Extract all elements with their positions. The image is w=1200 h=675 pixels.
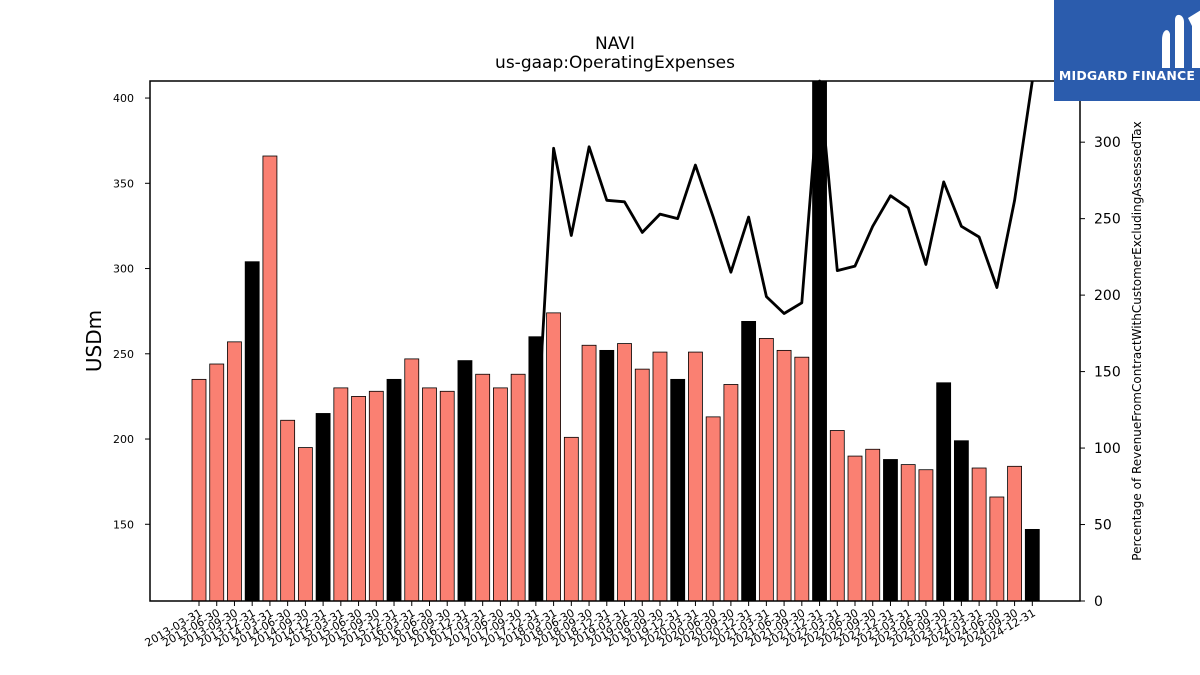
y-tick-label: 350 [113, 177, 134, 190]
y2-tick-label: 250 [1094, 212, 1121, 228]
bar-2016-06-30 [422, 387, 437, 602]
bar-2019-03-31 [617, 343, 632, 602]
bar-2015-03-31 [333, 387, 349, 602]
bar-2024-09-30 [1007, 465, 1022, 602]
bar-2017-06-30 [493, 387, 508, 602]
bar-2023-03-31 [900, 464, 916, 602]
bar-2021-09-30 [794, 356, 810, 602]
y-axis-right-ticks: 0 50 100 150 200 250 300 [1080, 135, 1121, 610]
bar-2013-06-30 [209, 363, 225, 602]
y2-tick-label: 300 [1094, 135, 1121, 151]
y2-tick-label: 50 [1094, 518, 1112, 534]
bar-2021-06-30 [776, 349, 792, 602]
y-tick-label: 200 [113, 433, 134, 446]
bar-2021-03-31 [758, 338, 774, 602]
bar-2015-06-30 [351, 396, 366, 602]
bar-2019-06-30 [634, 368, 650, 602]
y-axis-label: USDm [82, 310, 106, 372]
bar-series [191, 80, 1040, 602]
bar-2014-12-31 [315, 413, 331, 602]
bar-2017-03-31 [475, 373, 491, 602]
bar-2016-12-31 [457, 360, 473, 602]
bar-2018-12-31 [599, 349, 615, 602]
bar-2019-12-31 [670, 378, 686, 602]
bar-2018-06-30 [563, 436, 579, 602]
bar-2014-09-30 [297, 447, 313, 602]
plot-frame [149, 80, 1081, 602]
brand-name: MIDGARD FINANCE [1058, 68, 1196, 83]
y-axis-left-ticks: 150 200 250 300 350 400 [113, 92, 150, 531]
bar-2020-12-31 [741, 320, 757, 602]
y2-axis-label: Percentage of RevenueFromContractWithCus… [1130, 121, 1144, 560]
bar-2022-09-30 [865, 448, 881, 602]
y2-tick-label: 0 [1094, 594, 1103, 610]
x-axis-ticks: 2013-03-312013-06-302013-09-302013-12-31… [143, 601, 1038, 650]
brand-logo: MIDGARD FINANCE [1054, 0, 1200, 101]
bar-2020-03-31 [688, 351, 703, 602]
bar-2023-09-30 [936, 382, 952, 602]
bar-2023-12-31 [953, 440, 969, 602]
y-tick-label: 250 [113, 348, 134, 361]
bar-2024-03-31 [971, 467, 987, 602]
bar-2016-03-31 [404, 358, 420, 602]
bar-2020-06-30 [705, 416, 721, 602]
bar-2018-03-31 [546, 312, 561, 602]
bar-2019-09-30 [652, 351, 668, 602]
y2-tick-label: 200 [1094, 288, 1121, 304]
bar-2023-06-30 [918, 469, 934, 602]
line-series [534, 79, 1034, 453]
bar-2014-03-31 [262, 155, 278, 602]
logo-mark-icon [1162, 10, 1200, 69]
bar-2013-09-30 [227, 341, 242, 602]
bar-2022-06-30 [847, 455, 863, 602]
bar-2018-09-30 [581, 344, 597, 602]
bar-2020-09-30 [723, 384, 739, 602]
bar-2014-06-30 [280, 419, 296, 602]
bar-2024-06-30 [989, 496, 1005, 602]
bar-2013-03-31 [191, 378, 207, 602]
y-tick-label: 150 [113, 518, 134, 531]
y-tick-label: 300 [113, 263, 134, 276]
chart-subtitle: us-gaap:OperatingExpenses [495, 53, 735, 73]
line-percentage-of-revenue [534, 79, 1034, 453]
bar-2024-12-31 [1024, 528, 1040, 602]
chart-title: NAVI [595, 34, 635, 54]
bar-2022-12-31 [883, 459, 898, 602]
bar-2015-12-31 [386, 378, 402, 602]
bar-2022-03-31 [829, 430, 845, 602]
y2-tick-label: 100 [1094, 441, 1121, 457]
bar-2013-12-31 [244, 261, 260, 602]
bar-2015-09-30 [368, 390, 384, 602]
y2-tick-label: 150 [1094, 365, 1121, 381]
bar-2016-09-30 [439, 390, 455, 602]
y-tick-label: 400 [113, 92, 134, 105]
bar-2017-09-30 [510, 373, 526, 602]
